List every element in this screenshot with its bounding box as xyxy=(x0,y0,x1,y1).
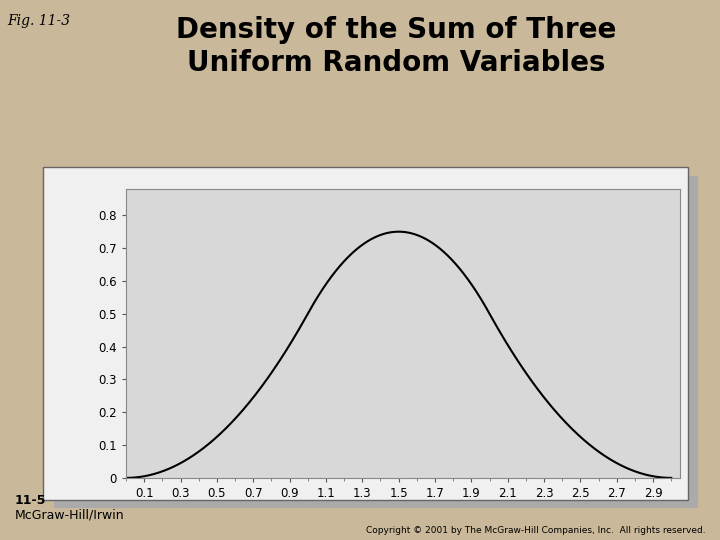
Text: Density of the Sum of Three
Uniform Random Variables: Density of the Sum of Three Uniform Rand… xyxy=(176,16,616,77)
Text: Copyright © 2001 by The McGraw-Hill Companies, Inc.  All rights reserved.: Copyright © 2001 by The McGraw-Hill Comp… xyxy=(366,525,706,535)
Text: 11-5: 11-5 xyxy=(14,494,46,507)
Text: Fig. 11-3: Fig. 11-3 xyxy=(7,14,71,28)
Text: McGraw-Hill/Irwin: McGraw-Hill/Irwin xyxy=(14,509,124,522)
